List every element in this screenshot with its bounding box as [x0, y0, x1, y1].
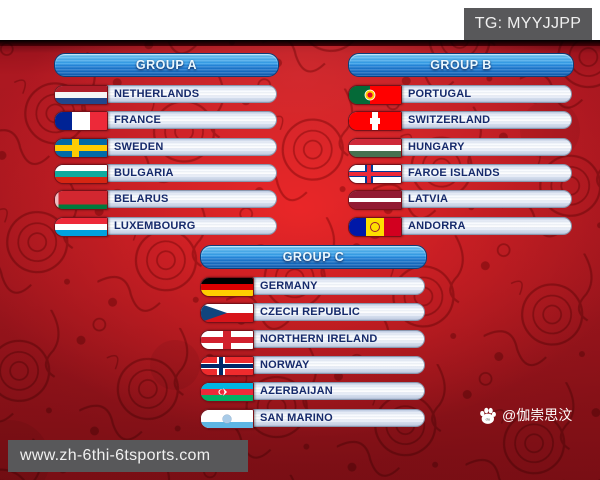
svg-text:du: du	[485, 418, 490, 422]
